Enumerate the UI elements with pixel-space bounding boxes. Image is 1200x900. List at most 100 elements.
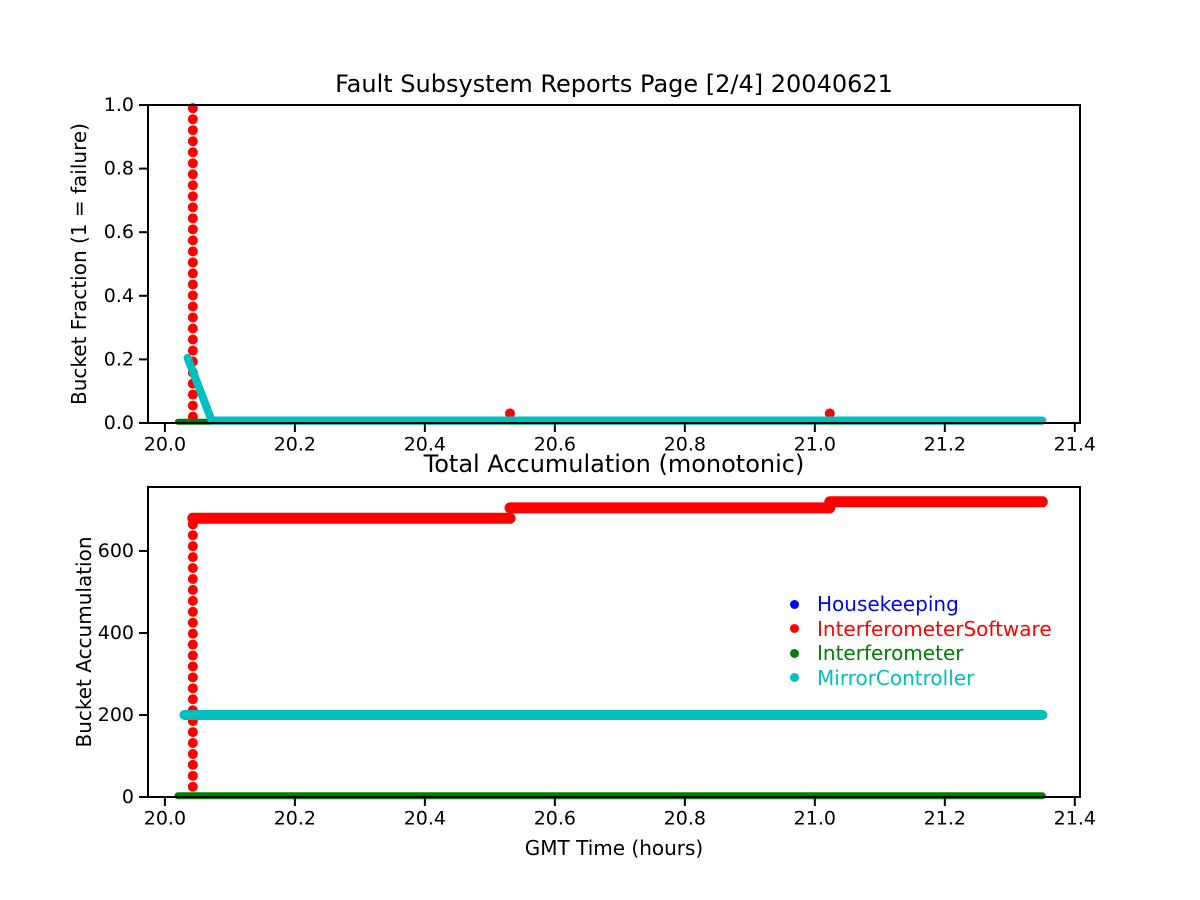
y-tick-label: 0.2 xyxy=(104,348,134,370)
x-tick-label: 20.2 xyxy=(274,434,316,456)
legend-item-interferometersoftware: InterferometerSoftware xyxy=(783,617,1052,642)
data-point xyxy=(187,541,198,552)
legend-marker-icon xyxy=(790,648,799,658)
data-point xyxy=(187,727,198,738)
chart2-title: Total Accumulation (monotonic) xyxy=(423,450,805,478)
data-point xyxy=(187,301,198,312)
x-tick-label: 21.4 xyxy=(1054,434,1096,456)
data-point xyxy=(187,628,198,639)
data-point xyxy=(187,323,198,334)
y-tick-label: 0.4 xyxy=(104,285,134,307)
data-point xyxy=(187,606,198,617)
data-point xyxy=(187,191,198,202)
data-point xyxy=(187,672,198,683)
x-tick-label: 20.4 xyxy=(404,808,446,830)
data-point xyxy=(187,279,198,290)
data-point xyxy=(824,408,835,419)
data-point xyxy=(187,169,198,180)
data-point xyxy=(187,334,198,345)
chart2-xlabel: GMT Time (hours) xyxy=(524,836,704,860)
data-point xyxy=(187,617,198,628)
x-tick-label: 20.8 xyxy=(664,808,706,830)
data-point xyxy=(187,563,198,574)
x-tick-label: 21.0 xyxy=(794,434,836,456)
legend-marker-icon xyxy=(790,624,799,634)
data-point xyxy=(187,595,198,606)
series-InterferometerSoftware xyxy=(187,103,835,422)
data-point xyxy=(187,268,198,279)
legend-item-mirrorcontroller: MirrorController xyxy=(783,666,1052,691)
axes-frame xyxy=(147,486,1081,798)
data-point xyxy=(187,770,198,781)
data-point xyxy=(505,408,516,419)
legend-label: Interferometer xyxy=(817,641,964,666)
data-point xyxy=(187,147,198,158)
legend-label: InterferometerSoftware xyxy=(817,616,1052,641)
y-tick-label: 1.0 xyxy=(104,94,134,116)
data-point xyxy=(187,114,198,125)
legend-label: Housekeeping xyxy=(817,592,959,617)
data-point xyxy=(187,180,198,191)
y-tick-label: 400 xyxy=(98,622,134,644)
x-tick-label: 21.2 xyxy=(924,434,966,456)
data-point xyxy=(187,136,198,147)
x-tick-label: 20.6 xyxy=(534,434,576,456)
data-point xyxy=(187,345,198,356)
data-point xyxy=(187,158,198,169)
data-point xyxy=(187,202,198,213)
data-point xyxy=(187,552,198,563)
data-point xyxy=(187,781,198,792)
x-tick-label: 21.0 xyxy=(794,808,836,830)
data-point xyxy=(187,683,198,694)
data-point xyxy=(187,661,198,672)
y-tick-label: 200 xyxy=(98,704,134,726)
series-MirrorController xyxy=(183,353,1047,425)
x-tick-label: 21.4 xyxy=(1054,808,1096,830)
data-point xyxy=(187,213,198,224)
data-point xyxy=(187,125,198,136)
chart2-ylabel: Bucket Accumulation xyxy=(72,536,96,748)
data-point xyxy=(187,650,198,661)
chart1-title: Fault Subsystem Reports Page [2/4] 20040… xyxy=(335,70,893,98)
data-point xyxy=(187,573,198,584)
data-point xyxy=(187,235,198,246)
y-tick-label: 600 xyxy=(98,540,134,562)
legend-item-interferometer: Interferometer xyxy=(783,641,1052,666)
y-tick-label: 0 xyxy=(122,786,134,808)
data-point xyxy=(187,290,198,301)
x-tick-label: 20.8 xyxy=(664,434,706,456)
x-tick-label: 20.6 xyxy=(534,808,576,830)
data-point xyxy=(187,400,198,411)
data-point xyxy=(187,748,198,759)
data-point xyxy=(187,224,198,235)
data-point xyxy=(187,584,198,595)
data-point xyxy=(187,694,198,705)
x-tick-label: 20.4 xyxy=(404,434,446,456)
data-point xyxy=(187,257,198,268)
y-tick-label: 0.8 xyxy=(104,158,134,180)
chart1-ylabel: Bucket Fraction (1 = failure) xyxy=(67,123,91,405)
axes-frame xyxy=(147,104,1081,424)
legend-item-housekeeping: Housekeeping xyxy=(783,592,1052,617)
chart-0: 20.0 20.2 20.4 20.6 20.8 21.0 21.2 21.4 0.0 0.2 0.… xyxy=(104,94,1096,456)
data-point xyxy=(187,759,198,770)
legend-marker-icon xyxy=(790,673,799,683)
data-point xyxy=(187,246,198,257)
x-tick-label: 20.0 xyxy=(144,434,186,456)
x-tick-label: 20.2 xyxy=(274,808,316,830)
x-tick-label: 20.0 xyxy=(144,808,186,830)
chart-1: 20.0 20.2 20.4 20.6 20.8 21.0 21.2 21.4 0 200 400 6… xyxy=(98,486,1096,830)
data-point xyxy=(187,389,198,400)
data-point xyxy=(187,738,198,749)
data-line xyxy=(183,353,1047,425)
legend-marker-icon xyxy=(790,599,799,609)
data-point xyxy=(187,312,198,323)
data-point xyxy=(187,530,198,541)
y-tick-label: 0.0 xyxy=(104,412,134,434)
y-tick-label: 0.6 xyxy=(104,221,134,243)
legend-label: MirrorController xyxy=(817,665,975,690)
legend: Housekeeping InterferometerSoftware Interf… xyxy=(783,592,1052,690)
x-tick-label: 21.2 xyxy=(924,808,966,830)
